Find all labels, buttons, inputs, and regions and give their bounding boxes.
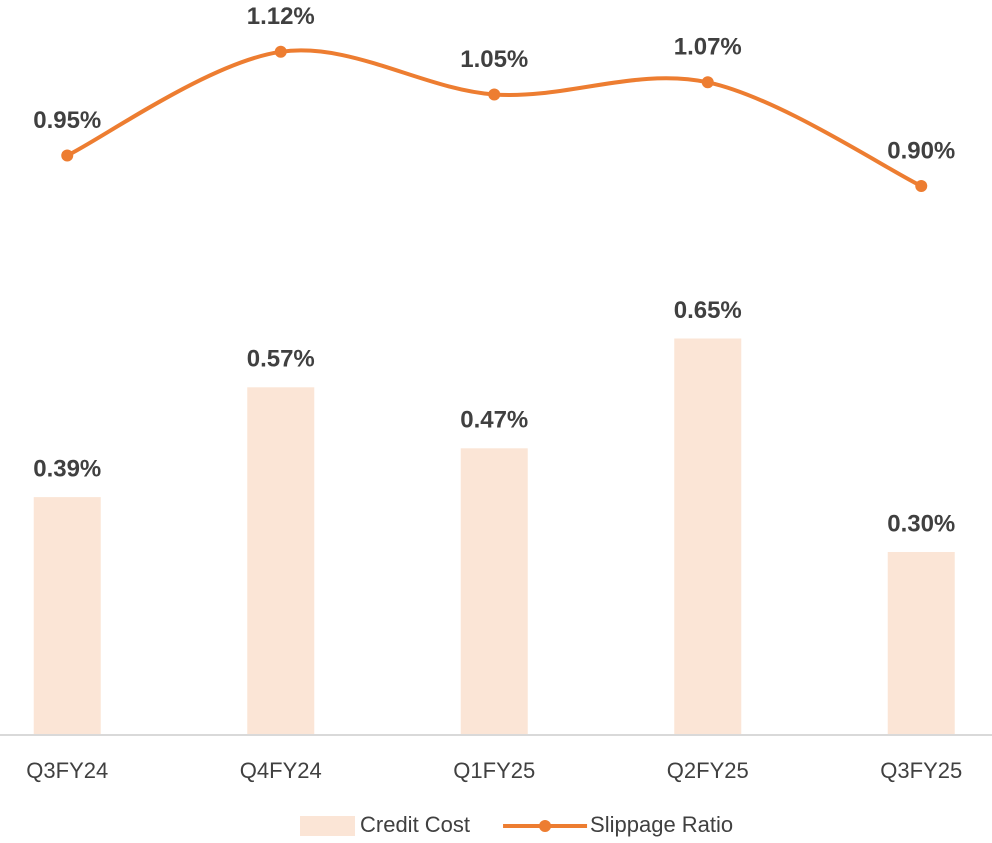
legend-label: Credit Cost [360,812,470,837]
legend-label: Slippage Ratio [590,812,733,837]
line-marker [61,149,74,162]
data-label: 0.95% [33,107,101,134]
bar [887,552,955,735]
line-marker [274,45,287,58]
bar [247,387,315,735]
data-label: 0.30% [887,510,955,537]
data-label: 1.12% [247,3,315,30]
line-marker [701,76,714,89]
bar [33,497,101,735]
data-label: 1.05% [460,46,528,73]
x-tick-label: Q2FY25 [667,758,749,783]
x-tick-label: Q3FY24 [26,758,108,783]
line-marker [915,180,928,192]
data-label: 0.57% [247,346,315,373]
data-label: 0.47% [460,407,528,434]
data-label: 0.65% [674,297,742,324]
x-tick-label: Q1FY25 [453,758,535,783]
data-label: 0.90% [887,137,955,164]
legend-swatch [300,816,355,836]
bar [460,448,528,735]
line-marker [488,88,501,101]
x-tick-label: Q3FY25 [880,758,962,783]
x-tick-label: Q4FY24 [240,758,322,783]
bar [674,338,742,735]
data-label: 1.07% [674,34,742,61]
data-label: 0.39% [33,455,101,482]
legend-marker [539,820,552,832]
